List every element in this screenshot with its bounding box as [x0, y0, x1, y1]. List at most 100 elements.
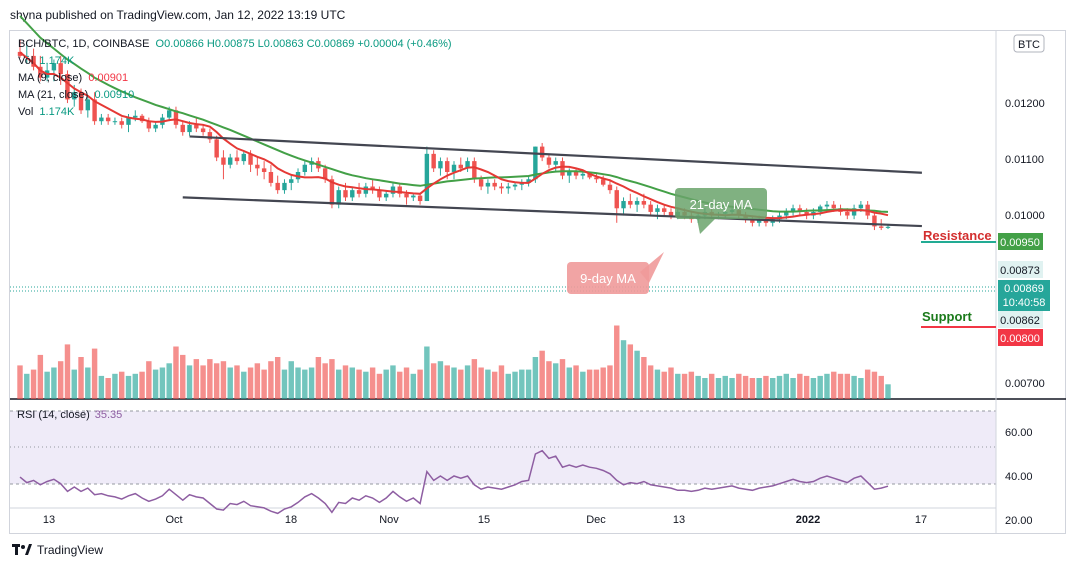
candle-body — [221, 157, 226, 165]
legend-vol-label[interactable]: Vol — [18, 55, 34, 67]
volume-layer — [17, 325, 891, 399]
volume-bar — [471, 359, 478, 399]
volume-bar — [654, 369, 661, 399]
channel-lower-line — [182, 196, 922, 228]
ma21-callout-text: 21-day MA — [690, 197, 753, 212]
volume-bar — [24, 373, 30, 399]
volume-bar — [152, 369, 159, 399]
candle-body — [343, 190, 348, 198]
volume-bar — [695, 375, 701, 399]
candle-body — [153, 124, 158, 129]
volume-bar — [397, 371, 403, 399]
candle-body — [133, 115, 138, 118]
legend-vol2-row: Vol 1.174K — [18, 104, 452, 121]
volume-bar — [342, 365, 349, 399]
candle-body — [350, 190, 355, 198]
candle-body — [431, 153, 436, 169]
volume-bar — [295, 367, 301, 399]
footer-brand[interactable]: TradingView — [12, 543, 103, 557]
volume-bar — [532, 357, 539, 399]
candle-body — [119, 121, 124, 125]
legend-symbol[interactable]: BCH/BTC, 1D, COINBASE — [18, 38, 150, 50]
legend-vol2-label[interactable]: Vol — [18, 106, 34, 118]
volume-bar — [302, 369, 308, 399]
legend-vol-row: Vol 1.174K — [18, 53, 452, 70]
volume-bar — [742, 375, 749, 399]
volume-bar — [681, 373, 688, 399]
volume-bar — [207, 359, 213, 399]
volume-bar — [234, 365, 240, 399]
rsi-tick-layer: 60.00 40.00 20.00 — [1005, 427, 1033, 527]
volume-bar — [430, 363, 437, 399]
volume-bar — [871, 371, 878, 399]
volume-bar — [71, 369, 77, 399]
legend-ma21-label[interactable]: MA (21, close) — [18, 89, 89, 101]
candle-body — [99, 117, 104, 122]
volume-bar — [227, 367, 233, 399]
candle-body — [539, 146, 545, 158]
volume-bar — [485, 369, 491, 399]
volume-bar — [329, 359, 335, 399]
rsi-tick-label: 40.00 — [1005, 471, 1033, 483]
price-label-support: 0.00800 — [998, 329, 1043, 346]
candle-body — [845, 211, 850, 216]
volume-bar — [112, 373, 118, 399]
candle-body — [38, 66, 43, 78]
volume-bar — [159, 367, 166, 399]
volume-bar — [390, 365, 396, 399]
volume-bar — [614, 325, 620, 399]
candle-body — [567, 172, 572, 176]
candle-body — [851, 208, 857, 216]
candle-body — [756, 219, 762, 223]
candle-body — [438, 161, 443, 169]
support-label: Support — [922, 309, 972, 324]
volume-bar — [878, 375, 884, 399]
legend-ma9-label[interactable]: MA (9, close) — [18, 72, 83, 84]
currency-badge[interactable]: BTC — [1013, 34, 1045, 53]
volume-bar — [559, 359, 566, 399]
currency-badge-text: BTC — [1018, 39, 1040, 51]
candle-body — [885, 226, 891, 228]
volume-bar — [78, 357, 84, 399]
candle-body — [166, 110, 172, 118]
candle-body — [200, 128, 206, 133]
volume-bar — [281, 369, 288, 399]
volume-bar — [491, 371, 498, 399]
price-label-high-text: 0.00873 — [1000, 265, 1040, 277]
ma9-callout: 9-day MA — [567, 252, 664, 294]
rsi-line — [19, 449, 889, 515]
channel-upper-line — [189, 135, 922, 174]
candle-body — [485, 182, 491, 187]
volume-bar — [247, 367, 254, 399]
publisher-line: shyna published on TradingView.com, Jan … — [10, 8, 346, 22]
volume-bar — [349, 367, 355, 399]
volume-bar — [213, 363, 220, 399]
candle-body — [411, 195, 416, 198]
legend-ma21-value: 0.00910 — [94, 89, 135, 101]
time-tick-label: 13 — [43, 514, 55, 526]
candle-body — [377, 190, 382, 198]
volume-bar — [173, 346, 179, 399]
candle-body — [499, 186, 504, 189]
candle-body — [573, 172, 579, 176]
volume-bar — [57, 361, 64, 399]
volume-bar — [763, 375, 769, 399]
candle-body — [397, 186, 402, 194]
candle-body — [648, 204, 653, 212]
price-tick-label: 0.01100 — [1005, 154, 1044, 166]
volume-bar — [403, 367, 410, 399]
volume-bar — [844, 373, 851, 399]
volume-bar — [634, 350, 640, 399]
volume-bar — [322, 363, 328, 399]
time-tick-label: Nov — [379, 514, 399, 526]
volume-bar — [17, 365, 23, 399]
candle-body — [600, 179, 606, 185]
candle-body — [424, 153, 430, 202]
volume-bar — [125, 375, 132, 399]
candle-body — [126, 117, 131, 125]
volume-bar — [546, 361, 552, 399]
volume-bar — [98, 375, 105, 399]
price-label-low-text: 0.00862 — [1000, 315, 1040, 327]
candle-body — [858, 204, 864, 209]
